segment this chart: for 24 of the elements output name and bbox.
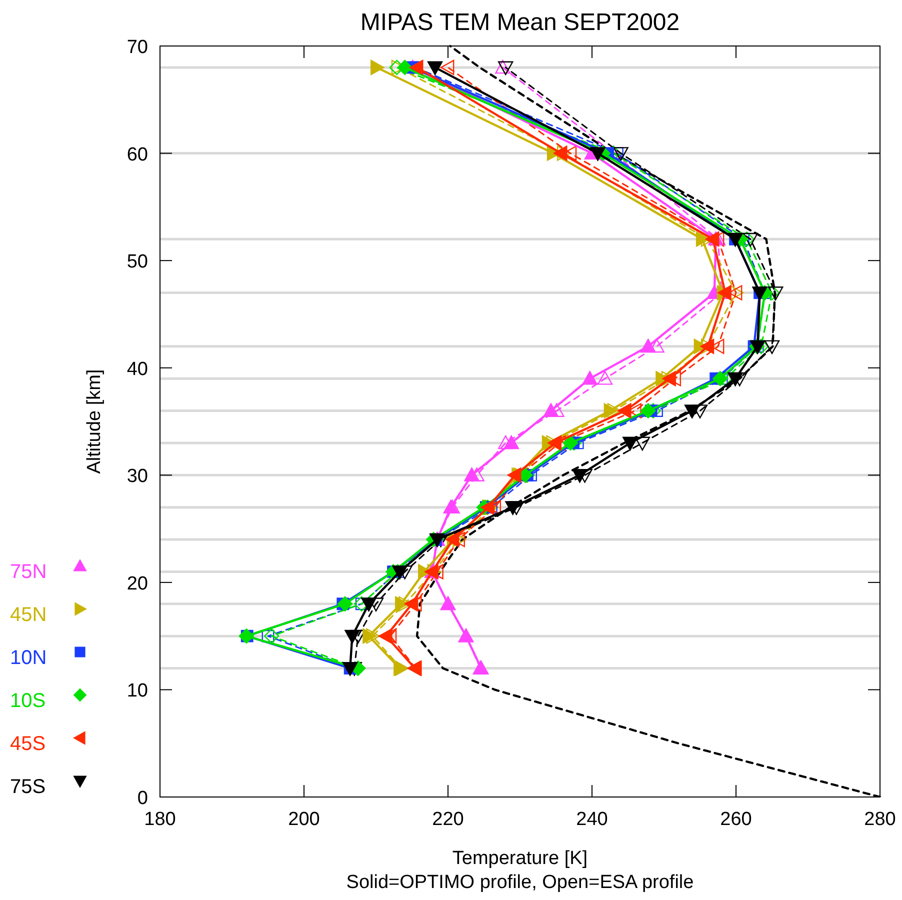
legend-label: 45S <box>10 733 46 755</box>
x-tick-label: 200 <box>288 809 320 830</box>
x-tick-label: 240 <box>576 809 608 830</box>
y-tick-label: 30 <box>126 466 148 488</box>
chart-title: MIPAS TEM Mean SEPT2002 <box>360 9 680 36</box>
legend-label: 10S <box>10 690 46 712</box>
text: Solid=OPTIMO profile, Open=ESA profile <box>346 872 694 893</box>
legend-label: 10N <box>10 647 47 669</box>
y-tick-label: 70 <box>126 37 148 58</box>
x-axis-title: Temperature [K] <box>452 848 588 869</box>
y-tick-label: 50 <box>126 252 148 273</box>
x-tick-label: 220 <box>432 809 464 830</box>
legend-label: 75S <box>10 776 46 798</box>
x-tick-label: 180 <box>144 809 176 830</box>
x-tick-label: 260 <box>720 809 752 830</box>
y-axis-title: Altitude [km] <box>84 369 105 474</box>
x-tick-label: 280 <box>864 809 896 830</box>
legend-label: 45N <box>10 604 47 626</box>
y-tick-label: 20 <box>126 573 148 594</box>
y-tick-label: 10 <box>126 680 148 702</box>
y-tick-label: 0 <box>137 788 148 809</box>
legend-label: 75N <box>10 561 47 583</box>
y-tick-label: 60 <box>126 144 148 166</box>
y-tick-label: 40 <box>126 358 148 380</box>
